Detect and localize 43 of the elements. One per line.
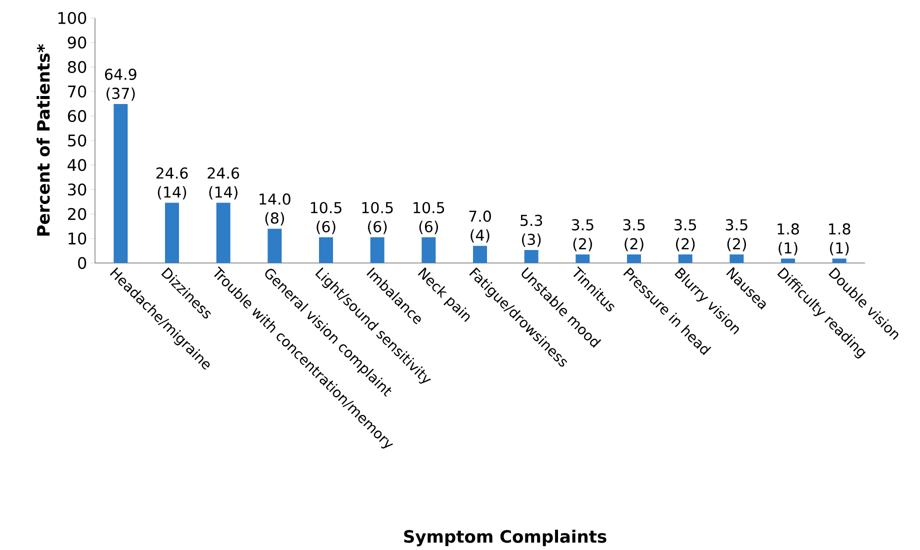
- data-label: 10.5 (6): [310, 202, 342, 234]
- data-label: 10.5 (6): [414, 202, 444, 234]
- data-label: 64.9 (37): [105, 68, 136, 101]
- y-tick-label: 30: [68, 183, 86, 196]
- data-label: 7.0 (4): [469, 210, 491, 243]
- data-label: 24.6 (14): [208, 167, 240, 200]
- bar: [422, 237, 436, 263]
- bar: [114, 104, 128, 263]
- y-axis-title: Percent of Patients*: [36, 44, 50, 236]
- data-label: 3.5 (2): [726, 219, 748, 252]
- y-tick-label: 40: [68, 158, 86, 172]
- x-axis-title: Symptom Complaints: [404, 530, 606, 546]
- data-label: 14.0 (8): [260, 193, 290, 226]
- bar: [370, 237, 384, 263]
- bar: [216, 202, 230, 263]
- bar: [627, 254, 642, 263]
- y-tick-label: 50: [68, 134, 86, 147]
- data-label: 10.5 (6): [362, 202, 393, 234]
- bar: [678, 254, 692, 263]
- y-tick-label: 100: [58, 12, 86, 24]
- data-label: 3.5 (2): [572, 219, 594, 252]
- y-tick-label: 90: [68, 36, 86, 49]
- data-label: 24.6 (14): [156, 167, 188, 200]
- y-tick-label: 70: [68, 85, 86, 98]
- bar: [524, 250, 538, 263]
- bar: [319, 237, 334, 263]
- data-label: 1.8 (1): [778, 223, 799, 256]
- data-label: 5.3 (3): [520, 214, 542, 247]
- bar: [730, 254, 744, 263]
- bar: [165, 202, 180, 263]
- bar: [473, 246, 488, 263]
- y-tick-label: 10: [68, 232, 86, 245]
- y-tick-label: 0: [78, 256, 86, 270]
- y-tick-label: 20: [68, 208, 86, 220]
- y-tick-label: 60: [68, 110, 86, 122]
- y-tick-label: 80: [68, 60, 86, 74]
- data-label: 3.5 (2): [674, 219, 696, 252]
- bar: [832, 258, 846, 263]
- bar: [576, 254, 590, 263]
- bar: [781, 258, 796, 263]
- data-label: 3.5 (2): [623, 219, 645, 252]
- data-label: 1.8 (1): [829, 223, 850, 256]
- bar: [268, 228, 282, 263]
